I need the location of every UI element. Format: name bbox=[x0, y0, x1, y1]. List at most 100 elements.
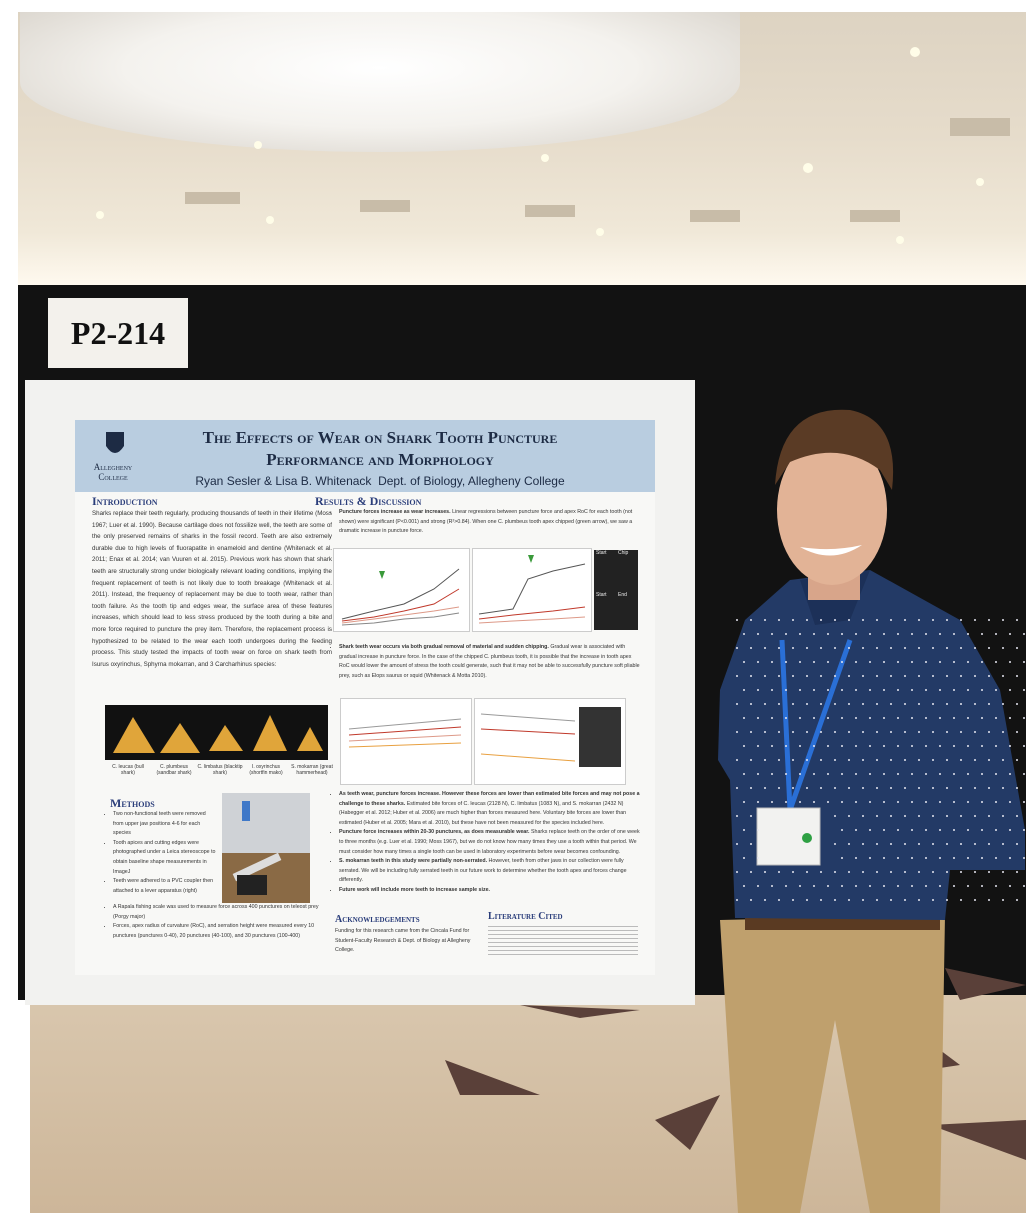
dot bbox=[771, 745, 773, 747]
dot bbox=[876, 731, 878, 733]
dot bbox=[862, 731, 864, 733]
dot bbox=[953, 745, 955, 747]
dot bbox=[1023, 773, 1025, 775]
dot bbox=[771, 773, 773, 775]
results-bullet: S. mokarran teeth in this study were par… bbox=[339, 857, 640, 886]
dot bbox=[869, 857, 871, 859]
dot bbox=[834, 899, 836, 901]
dot bbox=[764, 647, 766, 649]
dot bbox=[736, 899, 738, 901]
dot bbox=[785, 661, 787, 663]
dot bbox=[890, 899, 892, 901]
dot bbox=[743, 801, 745, 803]
dot bbox=[897, 829, 899, 831]
dot bbox=[883, 745, 885, 747]
dot bbox=[827, 885, 829, 887]
dot bbox=[848, 843, 850, 845]
dot bbox=[743, 633, 745, 635]
dot bbox=[827, 773, 829, 775]
dot bbox=[757, 801, 759, 803]
dot bbox=[967, 885, 969, 887]
dot bbox=[771, 689, 773, 691]
dot bbox=[981, 661, 983, 663]
dot bbox=[785, 689, 787, 691]
dot bbox=[925, 689, 927, 691]
dot bbox=[792, 787, 794, 789]
dot bbox=[799, 661, 801, 663]
dot bbox=[995, 773, 997, 775]
dot bbox=[967, 857, 969, 859]
dot bbox=[834, 759, 836, 761]
smile bbox=[800, 545, 862, 556]
dot bbox=[1023, 661, 1025, 663]
dot bbox=[785, 801, 787, 803]
species-label: S. mokarran (great hammerhead) bbox=[291, 764, 333, 776]
dot bbox=[778, 619, 780, 621]
dot bbox=[918, 703, 920, 705]
dot bbox=[743, 689, 745, 691]
dot bbox=[820, 759, 822, 761]
dot bbox=[806, 619, 808, 621]
dot bbox=[750, 843, 752, 845]
dot bbox=[960, 815, 962, 817]
ack-text: Funding for this research came from the … bbox=[335, 928, 471, 954]
dot bbox=[918, 731, 920, 733]
dot bbox=[918, 647, 920, 649]
dot bbox=[925, 773, 927, 775]
dot bbox=[939, 801, 941, 803]
dot bbox=[1002, 647, 1004, 649]
dot bbox=[820, 731, 822, 733]
bullet-text: Gradual wear is associated with gradual … bbox=[339, 644, 640, 679]
dot bbox=[750, 703, 752, 705]
dot bbox=[876, 647, 878, 649]
dot bbox=[764, 787, 766, 789]
dot bbox=[932, 871, 934, 873]
literature-lines bbox=[488, 926, 638, 958]
results-bullet: Shark teeth wear occurs via both gradual… bbox=[339, 643, 640, 681]
dot bbox=[841, 661, 843, 663]
dot bbox=[904, 815, 906, 817]
dot bbox=[792, 759, 794, 761]
dot bbox=[918, 843, 920, 845]
dot bbox=[967, 801, 969, 803]
dot bbox=[771, 801, 773, 803]
dot bbox=[939, 689, 941, 691]
bullet-list: Shark teeth wear occurs via both gradual… bbox=[330, 643, 640, 681]
dot bbox=[757, 689, 759, 691]
dot bbox=[932, 675, 934, 677]
dot bbox=[932, 731, 934, 733]
dot bbox=[855, 633, 857, 635]
dot bbox=[785, 885, 787, 887]
bullet-text: Estimated bite forces of C. leucas (2128… bbox=[339, 800, 627, 826]
dot bbox=[1016, 703, 1018, 705]
dot bbox=[883, 885, 885, 887]
dot bbox=[890, 815, 892, 817]
dot bbox=[1009, 745, 1011, 747]
dot bbox=[876, 675, 878, 677]
species-label: C. leucas (bull shark) bbox=[112, 764, 144, 776]
section-heading: Introduction bbox=[92, 494, 158, 508]
dot bbox=[855, 801, 857, 803]
dot bbox=[925, 745, 927, 747]
methods-bullet: Tooth apices and cutting edges were phot… bbox=[113, 839, 216, 877]
dot bbox=[757, 661, 759, 663]
dot bbox=[1023, 745, 1025, 747]
dot bbox=[869, 801, 871, 803]
dot bbox=[932, 619, 934, 621]
dot bbox=[953, 661, 955, 663]
shirt-dots bbox=[736, 619, 1025, 901]
bullet-lead: Puncture force increases within 20-30 pu… bbox=[339, 829, 530, 836]
dot bbox=[981, 829, 983, 831]
dot bbox=[918, 619, 920, 621]
teeth bbox=[113, 715, 323, 753]
dot bbox=[967, 717, 969, 719]
dot bbox=[764, 899, 766, 901]
dot bbox=[848, 871, 850, 873]
force-chart bbox=[472, 548, 592, 632]
dot bbox=[974, 759, 976, 761]
bullet-lead: Puncture forces increase as wear increas… bbox=[339, 509, 451, 515]
dot bbox=[1009, 689, 1011, 691]
results-list: As teeth wear, puncture forces increase.… bbox=[330, 790, 640, 915]
dot bbox=[778, 787, 780, 789]
results-bullet: Shark teeth wear occurs via both gradual… bbox=[330, 643, 640, 695]
